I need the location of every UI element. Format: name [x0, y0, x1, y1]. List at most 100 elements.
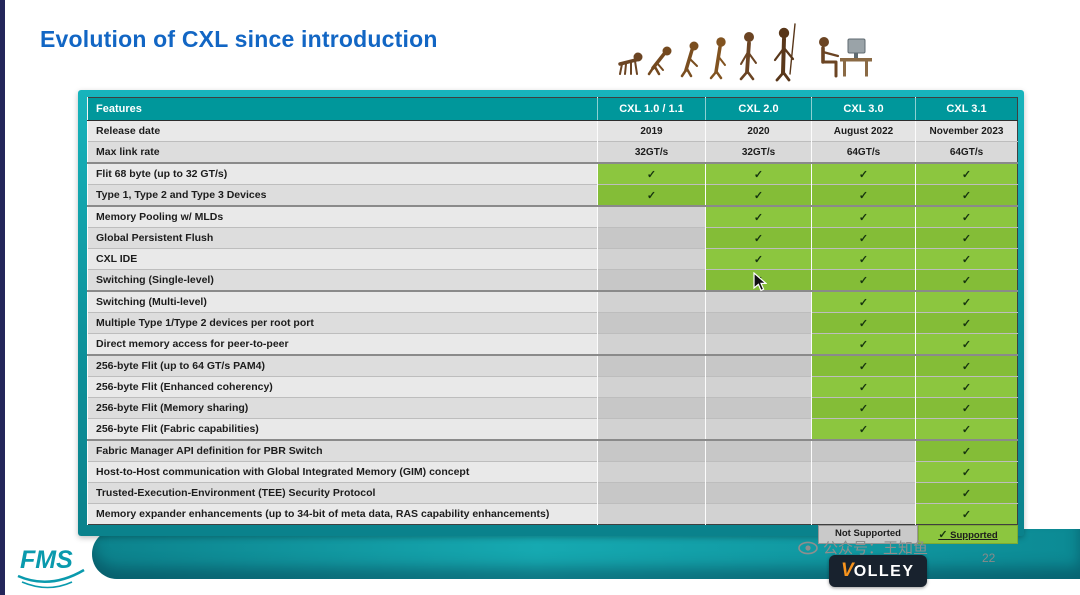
- supported-cell: ✓: [915, 162, 1018, 185]
- page-title: Evolution of CXL since introduction: [40, 26, 438, 52]
- supported-cell: ✓: [705, 205, 812, 228]
- supported-cell: ✓: [811, 312, 916, 334]
- left-edge-strip: [0, 0, 5, 595]
- support-legend: Not Supported ✓ Supported: [818, 525, 1018, 544]
- supported-cell: ✓: [915, 333, 1018, 355]
- check-icon: ✓: [646, 168, 657, 181]
- feature-name-cell: Memory Pooling w/ MLDs: [87, 205, 598, 228]
- not-supported-cell: [597, 397, 706, 419]
- not-supported-cell: [597, 482, 706, 504]
- check-icon: ✓: [858, 168, 869, 181]
- column-header-cxl-2-0: CXL 2.0: [705, 97, 812, 121]
- feature-name-cell: Memory expander enhancements (up to 34-b…: [87, 503, 598, 525]
- supported-cell: ✓: [915, 312, 1018, 334]
- check-icon: ✓: [858, 232, 869, 245]
- feature-name-cell: Fabric Manager API definition for PBR Sw…: [87, 439, 598, 462]
- check-icon: ✓: [961, 296, 972, 309]
- table-row: Max link rate 32GT/s 32GT/s 64GT/s 64GT/s: [87, 141, 1018, 163]
- supported-cell: ✓: [705, 227, 812, 249]
- check-icon: ✓: [858, 338, 869, 351]
- table-row: Memory Pooling w/ MLDs ✓ ✓ ✓: [87, 205, 1018, 228]
- supported-cell: ✓: [915, 439, 1018, 462]
- table-row: 256-byte Flit (Memory sharing) ✓ ✓: [87, 397, 1018, 419]
- table-row: Switching (Multi-level) ✓ ✓: [87, 290, 1018, 313]
- not-supported-cell: [705, 354, 812, 377]
- supported-cell: ✓: [915, 184, 1018, 206]
- column-header-cxl-1-0-1-1: CXL 1.0 / 1.1: [597, 97, 706, 121]
- not-supported-cell: [597, 269, 706, 291]
- not-supported-cell: [705, 439, 812, 462]
- check-icon: ✓: [961, 168, 972, 181]
- fms-logo-text: FMS: [20, 546, 73, 574]
- table-row: Global Persistent Flush ✓ ✓ ✓: [87, 227, 1018, 249]
- page-number: 22: [982, 551, 996, 565]
- not-supported-cell: [705, 376, 812, 398]
- check-icon: ✓: [858, 296, 869, 309]
- cxl-feature-table: Features CXL 1.0 / 1.1 CXL 2.0 CXL 3.0 CXL 3…: [87, 97, 1018, 525]
- feature-name-cell: Direct memory access for peer-to-peer: [87, 333, 598, 355]
- supported-cell: ✓: [811, 376, 916, 398]
- feature-name-cell: 256-byte Flit (Fabric capabilities): [87, 418, 598, 440]
- check-icon: ✓: [961, 466, 972, 479]
- info-value-cell: 64GT/s: [811, 141, 916, 163]
- volley-logo-v: V: [841, 560, 854, 581]
- eye-icon: [798, 541, 818, 554]
- supported-cell: ✓: [597, 184, 706, 206]
- not-supported-cell: [597, 376, 706, 398]
- not-supported-cell: [597, 227, 706, 249]
- check-icon: ✓: [753, 189, 764, 202]
- table-row: Release date 2019 2020 August 2022 November …: [87, 120, 1018, 142]
- check-icon: ✓: [961, 381, 972, 394]
- supported-cell: ✓: [811, 205, 916, 228]
- check-icon: ✓: [858, 274, 869, 287]
- table-row: Host-to-Host communication with Global I…: [87, 461, 1018, 483]
- not-supported-cell: [705, 312, 812, 334]
- table-row: Flit 68 byte (up to 32 GT/s) ✓ ✓ ✓ ✓: [87, 162, 1018, 185]
- mouse-cursor: [753, 272, 767, 292]
- not-supported-cell: [597, 333, 706, 355]
- table-row: Multiple Type 1/Type 2 devices per root …: [87, 312, 1018, 334]
- not-supported-cell: [811, 461, 916, 483]
- feature-name-cell: Switching (Multi-level): [87, 290, 598, 313]
- volley-logo-text: OLLEY: [853, 563, 915, 580]
- supported-cell: ✓: [811, 269, 916, 291]
- feature-name-cell: Max link rate: [87, 141, 598, 163]
- table-row: 256-byte Flit (up to 64 GT/s PAM4) ✓ ✓: [87, 354, 1018, 377]
- supported-cell: ✓: [915, 397, 1018, 419]
- check-icon: ✓: [961, 423, 972, 436]
- not-supported-cell: [597, 248, 706, 270]
- legend-not-supported-label: Not Supported: [835, 528, 901, 539]
- not-supported-cell: [811, 439, 916, 462]
- check-icon: ✓: [961, 253, 972, 266]
- supported-cell: ✓: [915, 503, 1018, 525]
- table-row: 256-byte Flit (Enhanced coherency) ✓ ✓: [87, 376, 1018, 398]
- table-panel: Features CXL 1.0 / 1.1 CXL 2.0 CXL 3.0 CXL 3…: [78, 90, 1024, 544]
- supported-cell: ✓: [811, 418, 916, 440]
- supported-cell: ✓: [915, 205, 1018, 228]
- table-row: CXL IDE ✓ ✓ ✓: [87, 248, 1018, 270]
- info-value-cell: 32GT/s: [597, 141, 706, 163]
- supported-cell: ✓: [915, 248, 1018, 270]
- not-supported-cell: [597, 354, 706, 377]
- check-icon: ✓: [961, 189, 972, 202]
- info-value-cell: August 2022: [811, 120, 916, 142]
- supported-cell: ✓: [811, 354, 916, 377]
- check-icon: ✓: [961, 338, 972, 351]
- info-value-cell: 2019: [597, 120, 706, 142]
- not-supported-cell: [705, 397, 812, 419]
- supported-cell: ✓: [705, 184, 812, 206]
- not-supported-cell: [705, 418, 812, 440]
- not-supported-cell: [597, 439, 706, 462]
- watermark-text: 公众号：王知鱼: [823, 540, 929, 557]
- info-value-cell: 64GT/s: [915, 141, 1018, 163]
- not-supported-cell: [597, 461, 706, 483]
- check-icon: ✓: [753, 232, 764, 245]
- fms-logo: FMS: [12, 536, 92, 595]
- check-icon: ✓: [646, 189, 657, 202]
- supported-cell: ✓: [915, 482, 1018, 504]
- table-row: Direct memory access for peer-to-peer ✓ ✓: [87, 333, 1018, 355]
- supported-cell: ✓: [811, 162, 916, 185]
- not-supported-cell: [811, 482, 916, 504]
- check-icon: ✓: [858, 317, 869, 330]
- feature-name-cell: Multiple Type 1/Type 2 devices per root …: [87, 312, 598, 334]
